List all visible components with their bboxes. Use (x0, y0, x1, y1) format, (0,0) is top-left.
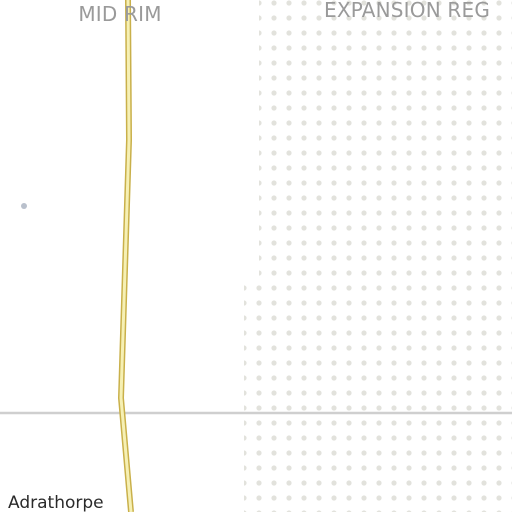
region-label-expansion-region: EXPANSION REG (324, 0, 490, 22)
place-label-adrathorpe[interactable]: Adrathorpe (8, 493, 104, 512)
region-label-mid-rim: MID RIM (78, 2, 161, 26)
expansion-region-area (244, 0, 512, 512)
hyperlane-inner (119, 0, 133, 512)
expansion-region-dots-lower (244, 280, 512, 512)
hyperlane-route[interactable] (118, 0, 134, 512)
expansion-region-dots-upper (259, 0, 512, 280)
system-dot[interactable] (21, 203, 27, 209)
